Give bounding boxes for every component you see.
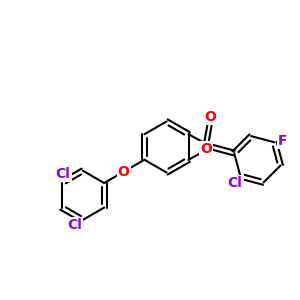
Text: Cl: Cl bbox=[67, 218, 82, 232]
Text: O: O bbox=[118, 165, 130, 179]
Text: O: O bbox=[200, 142, 212, 156]
Text: Cl: Cl bbox=[56, 167, 70, 181]
Text: Cl: Cl bbox=[228, 176, 242, 190]
Text: O: O bbox=[204, 110, 216, 124]
Text: F: F bbox=[278, 134, 287, 148]
